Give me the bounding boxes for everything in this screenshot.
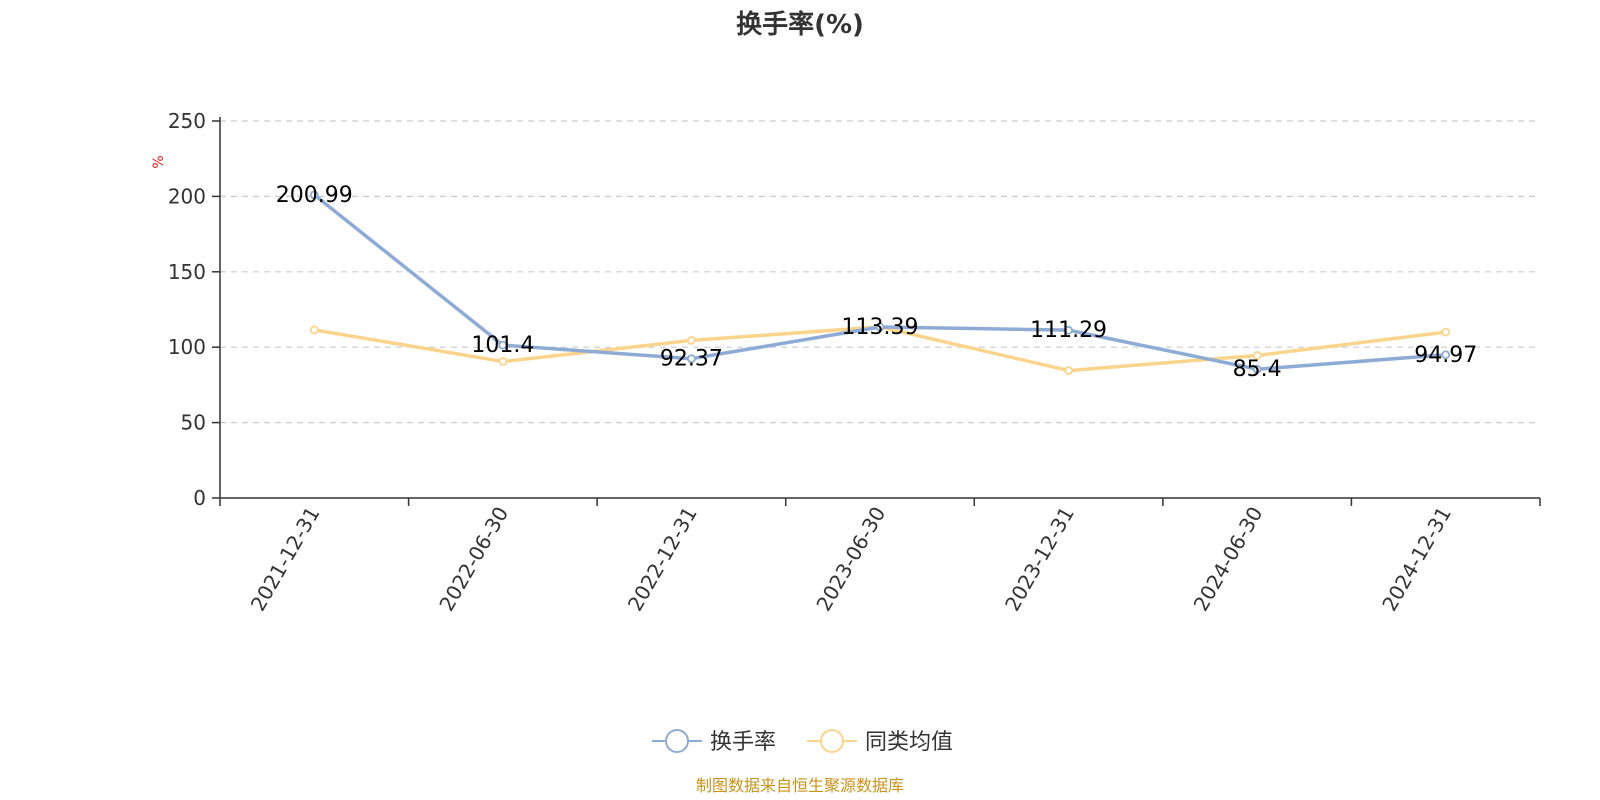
y-tick-label: 100 bbox=[168, 335, 206, 359]
chart-title: 换手率(%) bbox=[736, 9, 864, 40]
data-point-peer-average[interactable] bbox=[1064, 366, 1073, 375]
data-label: 200.99 bbox=[276, 183, 353, 208]
data-point-turnover[interactable] bbox=[875, 322, 885, 332]
data-point-turnover[interactable] bbox=[498, 340, 508, 350]
y-tick-label: 250 bbox=[168, 109, 206, 133]
data-point-turnover[interactable] bbox=[1441, 350, 1451, 360]
series-group bbox=[309, 190, 1451, 375]
data-point-peer-average[interactable] bbox=[309, 325, 319, 335]
data-point-turnover[interactable] bbox=[1252, 364, 1262, 374]
x-axis-ticks: 2021-12-31 2022-06-30 2022-12-31 2023-06-30… bbox=[219, 498, 1541, 616]
source-note: 制图数据来自恒生聚源数据库 bbox=[696, 776, 904, 795]
data-label: 113.39 bbox=[842, 315, 919, 340]
x-tick-label: 2024-12-31 bbox=[1377, 503, 1456, 616]
data-label: 111.29 bbox=[1030, 318, 1107, 343]
y-tick-label: 50 bbox=[181, 411, 206, 435]
y-tick-label: 0 bbox=[193, 486, 206, 510]
data-label: 92.37 bbox=[660, 347, 723, 372]
y-tick-label: 200 bbox=[168, 184, 206, 208]
legend-circle-icon bbox=[820, 729, 844, 753]
x-tick-label: 2022-12-31 bbox=[623, 503, 702, 616]
data-point-peer-average[interactable] bbox=[1441, 327, 1451, 337]
data-point-peer-average[interactable] bbox=[498, 357, 508, 366]
x-tick-label: 2021-12-31 bbox=[246, 503, 325, 616]
data-label: 94.97 bbox=[1414, 343, 1477, 368]
legend[interactable]: 换手率 同类均值 bbox=[652, 729, 953, 755]
axes bbox=[219, 117, 1540, 499]
data-point-peer-average[interactable] bbox=[1252, 351, 1262, 360]
y-axis-unit-label: % bbox=[151, 155, 167, 168]
data-labels: 200.99 101.4 92.37 113.39 111.29 85.4 94.97 bbox=[276, 183, 1477, 382]
data-label: 101.4 bbox=[471, 333, 534, 358]
legend-circle-icon bbox=[665, 729, 689, 753]
legend-item-peer-average[interactable]: 同类均值 bbox=[807, 729, 953, 755]
y-axis-ticks: 0 50 100 150 200 250 bbox=[168, 109, 220, 510]
legend-label: 同类均值 bbox=[865, 730, 953, 755]
data-point-turnover[interactable] bbox=[1064, 325, 1073, 335]
data-label: 85.4 bbox=[1233, 357, 1282, 382]
x-tick-label: 2023-12-31 bbox=[1000, 503, 1079, 616]
x-tick-label: 2023-06-30 bbox=[811, 503, 890, 616]
legend-item-turnover[interactable]: 换手率 bbox=[652, 729, 776, 755]
data-point-turnover[interactable] bbox=[687, 354, 696, 364]
grid-lines bbox=[220, 120, 1540, 424]
data-point-peer-average[interactable] bbox=[687, 336, 696, 345]
data-point-turnover[interactable] bbox=[309, 190, 319, 200]
x-tick-label: 2022-06-30 bbox=[434, 503, 513, 616]
legend-label: 换手率 bbox=[710, 730, 776, 755]
x-tick-label: 2024-06-30 bbox=[1189, 503, 1268, 616]
y-tick-label: 150 bbox=[168, 260, 206, 284]
